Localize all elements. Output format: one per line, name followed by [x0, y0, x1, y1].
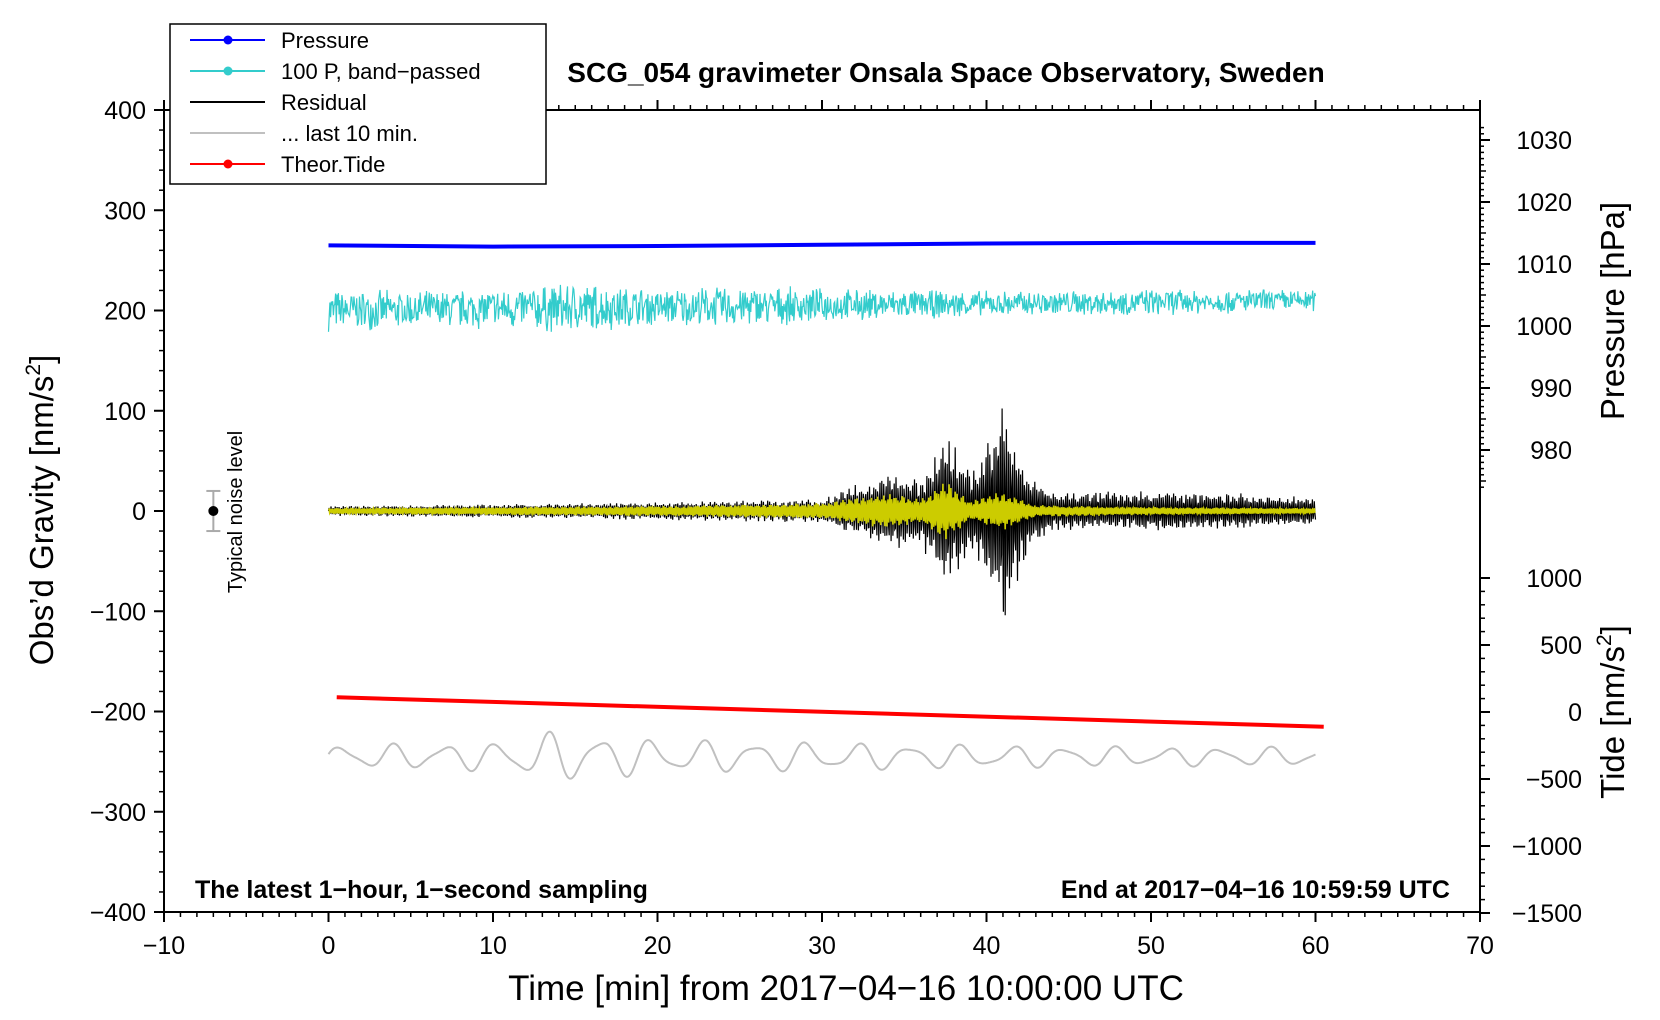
series-pressure	[328, 240, 1316, 249]
pressure-tick-label: 1030	[1516, 127, 1572, 155]
series-layer	[327, 240, 1324, 780]
y-axis-tide: 1000 500 0 −500 −1000 −1500	[1480, 565, 1582, 928]
series-residual-lowpass	[327, 483, 1316, 540]
y-tick-label: −400	[90, 899, 146, 927]
y-axis-label-gravity: Obs’d Gravity [nm/s2]	[22, 355, 60, 666]
x-tick-label: 70	[1466, 932, 1494, 960]
y-axis-gravity: 400 300 200 100 0 −100 −200 −300 −400	[90, 97, 164, 927]
x-tick-label: 50	[1137, 932, 1165, 960]
legend-label: Pressure	[281, 28, 369, 53]
x-tick-label: 40	[973, 932, 1001, 960]
chart-title: SCG_054 gravimeter Onsala Space Observat…	[567, 57, 1324, 88]
x-tick-label: −10	[143, 932, 185, 960]
y-axis-label-tide: Tide [nm/s2]	[1593, 625, 1631, 799]
tide-tick-label: −1000	[1512, 833, 1582, 861]
y-axis-pressure: 1030 1020 1010 1000 990 980	[1480, 126, 1572, 488]
x-tick-label: 30	[808, 932, 836, 960]
legend-marker	[223, 159, 233, 169]
x-tick-label: 20	[644, 932, 672, 960]
tide-tick-label: −500	[1526, 766, 1582, 794]
noise-level-label: Typical noise level	[225, 431, 247, 593]
y-tick-label: 200	[104, 298, 146, 326]
pressure-tick-label: 980	[1530, 437, 1572, 465]
annotation-end-time: End at 2017−04−16 10:59:59 UTC	[1061, 876, 1450, 904]
series-band-passed-pressure	[327, 284, 1317, 332]
legend-marker	[223, 66, 233, 76]
legend-marker	[223, 35, 233, 45]
y-tick-label: 0	[132, 498, 146, 526]
legend-label: ... last 10 min.	[281, 121, 418, 146]
legend-label: Theor.Tide	[281, 152, 385, 177]
tide-tick-label: −1500	[1512, 900, 1582, 928]
pressure-tick-label: 1000	[1516, 313, 1572, 341]
tide-tick-label: 500	[1540, 632, 1582, 660]
legend-box	[169, 23, 547, 185]
legend: Pressure 100 P, band−passed Residual ... la…	[169, 23, 547, 185]
y-tick-label: −200	[90, 699, 146, 727]
legend-label: Residual	[281, 90, 367, 115]
annotation-sampling: The latest 1−hour, 1−second sampling	[195, 876, 648, 904]
y-tick-label: 300	[104, 197, 146, 225]
x-axis-label: Time [min] from 2017−04−16 10:00:00 UTC	[508, 969, 1184, 1008]
tide-tick-label: 1000	[1526, 565, 1582, 593]
x-axis: −10 0 10 20 30 40 50 60 70	[143, 100, 1494, 960]
pressure-tick-label: 1020	[1516, 189, 1572, 217]
pressure-tick-label: 990	[1530, 375, 1572, 403]
y-tick-label: −300	[90, 799, 146, 827]
series-theoretical-tide	[336, 695, 1324, 729]
pressure-tick-label: 1010	[1516, 251, 1572, 279]
x-tick-label: 0	[322, 932, 336, 960]
tide-tick-label: 0	[1568, 699, 1582, 727]
x-tick-label: 60	[1302, 932, 1330, 960]
y-tick-label: 400	[104, 97, 146, 125]
noise-level-marker	[206, 489, 221, 533]
y-tick-label: 100	[104, 398, 146, 426]
x-tick-label: 10	[479, 932, 507, 960]
y-axis-label-pressure: Pressure [hPa]	[1594, 202, 1631, 420]
series-last-10-min	[327, 730, 1316, 780]
y-tick-label: −100	[90, 598, 146, 626]
legend-label: 100 P, band−passed	[281, 59, 481, 84]
noise-point	[208, 506, 219, 516]
